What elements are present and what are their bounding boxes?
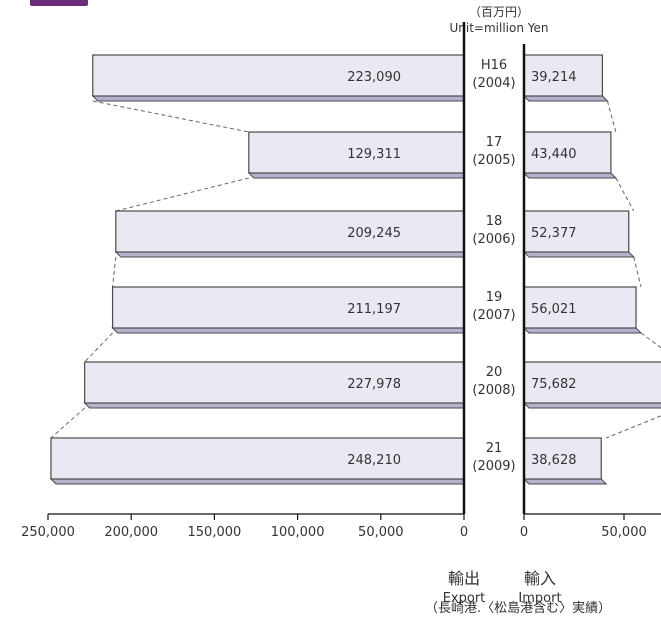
import-value-label: 39,214 [531,70,577,85]
export-tick-label: 50,000 [358,525,404,540]
year-label: (2004) [472,76,515,91]
export-bar [50,437,465,480]
import-bar [523,361,661,404]
export-bar [248,131,465,174]
export-bar-depth [111,327,465,334]
export-tick-label: 200,000 [104,525,158,540]
year-label: (2009) [472,459,515,474]
export-value-label: 223,090 [347,70,401,85]
year-era-label: 20 [486,365,503,380]
export-connector-line [84,332,113,363]
import-axis-title: 輸入 [523,569,556,588]
import-value-label: 38,628 [531,453,577,468]
import-value-label: 75,682 [531,377,577,392]
import-bar-depth [522,251,635,258]
export-value-label: 227,978 [347,377,401,392]
import-tick-label: 0 [520,525,528,540]
export-axis-subtitle: Export [442,591,486,606]
import-connector-line [606,100,617,133]
import-value-label: 43,440 [531,147,577,162]
import-bar [523,286,637,329]
import-bar [523,210,630,253]
footnote: （長崎港.〈松島港含む〉実績） [425,601,612,616]
export-connector-line [50,407,85,439]
year-label: (2005) [472,153,515,168]
year-label: (2008) [472,383,515,398]
year-era-label: 18 [486,214,503,229]
export-bar-depth [247,172,465,179]
export-bar-depth [91,95,465,102]
export-bar [84,361,465,404]
import-connector-line [615,177,635,212]
year-label: (2006) [472,232,515,247]
export-value-label: 211,197 [347,302,401,317]
import-bar-depth [522,478,608,485]
export-connector-line [92,100,249,133]
export-tick-label: 100,000 [271,525,325,540]
year-label: (2007) [472,308,515,323]
unit-label-ja: （百万円） [468,5,529,19]
export-value-label: 209,245 [347,226,401,241]
export-value-label: 129,311 [347,147,401,162]
import-value-label: 52,377 [531,226,577,241]
export-connector-line [112,256,117,288]
export-bar [115,210,465,253]
import-bar-depth [522,95,609,102]
export-tick-label: 150,000 [188,525,242,540]
export-bar [92,54,465,97]
header-accent-mark [30,0,88,6]
import-bar-depth [522,327,643,334]
import-bar [523,54,604,97]
export-bar [111,286,465,329]
export-bar-depth [83,402,465,409]
export-bar-depth [114,251,465,258]
unit-label-en: Unit=million Yen [449,21,549,35]
import-connector-line [640,332,661,349]
year-era-label: 17 [486,135,503,150]
export-tick-label: 250,000 [21,525,75,540]
export-bar-depth [49,478,465,485]
export-connector-line [115,177,249,212]
import-connector-line [606,415,661,439]
import-value-label: 56,021 [531,302,577,317]
import-connector-line [633,256,642,288]
import-bar [523,437,602,480]
export-tick-label: 0 [460,525,468,540]
import-bar-depth [522,172,618,179]
year-era-label: 19 [486,290,503,305]
import-axis-subtitle: Import [518,591,562,606]
export-value-label: 248,210 [347,453,401,468]
import-bar [523,131,612,174]
export-axis-title: 輸出 [447,569,480,588]
import-tick-label: 50,000 [601,525,647,540]
import-bar-depth [522,402,661,409]
year-era-label: 21 [486,441,503,456]
year-era-label: H16 [481,58,507,73]
